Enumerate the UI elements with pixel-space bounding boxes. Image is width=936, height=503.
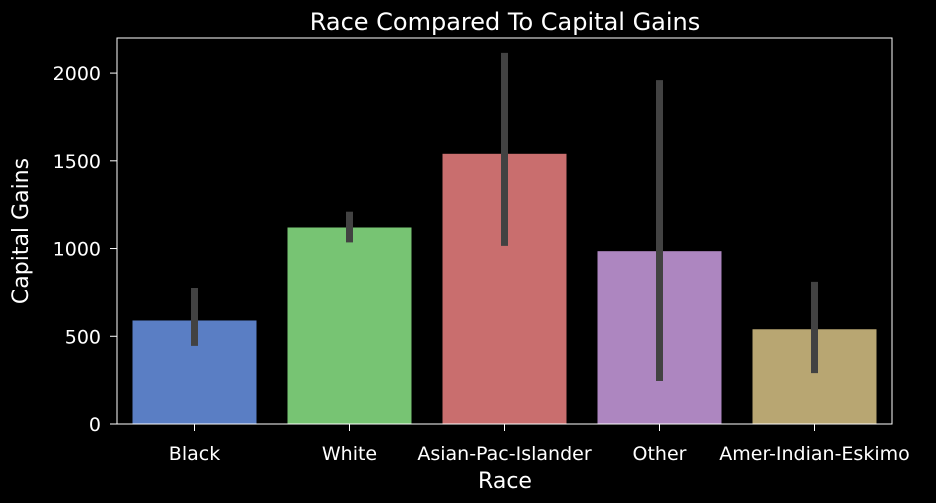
- y-tick-label: 0: [89, 414, 101, 436]
- x-tick-label: Other: [633, 443, 687, 465]
- y-tick-label: 2000: [53, 63, 101, 85]
- chart-title: Race Compared To Capital Gains: [310, 8, 701, 36]
- x-axis: Black White Asian-Pac-Islander Other Amer-In…: [169, 424, 910, 465]
- y-tick-label: 1500: [53, 151, 101, 173]
- x-tick-label: Black: [169, 443, 220, 465]
- plot-frame: [116, 37, 893, 425]
- error-bars-group: [191, 52, 818, 382]
- x-axis-label: Race: [478, 469, 532, 494]
- y-axis: 0 500 1000 1500 2000: [53, 63, 117, 436]
- x-tick-label: Amer-Indian-Eskimo: [719, 443, 910, 465]
- y-axis-label: Capital Gains: [9, 158, 34, 304]
- y-tick-label: 1000: [53, 239, 101, 261]
- x-tick-label: Asian-Pac-Islander: [417, 443, 591, 465]
- bar: [287, 227, 412, 424]
- x-tick-label: White: [322, 443, 377, 465]
- y-tick-label: 500: [65, 326, 101, 348]
